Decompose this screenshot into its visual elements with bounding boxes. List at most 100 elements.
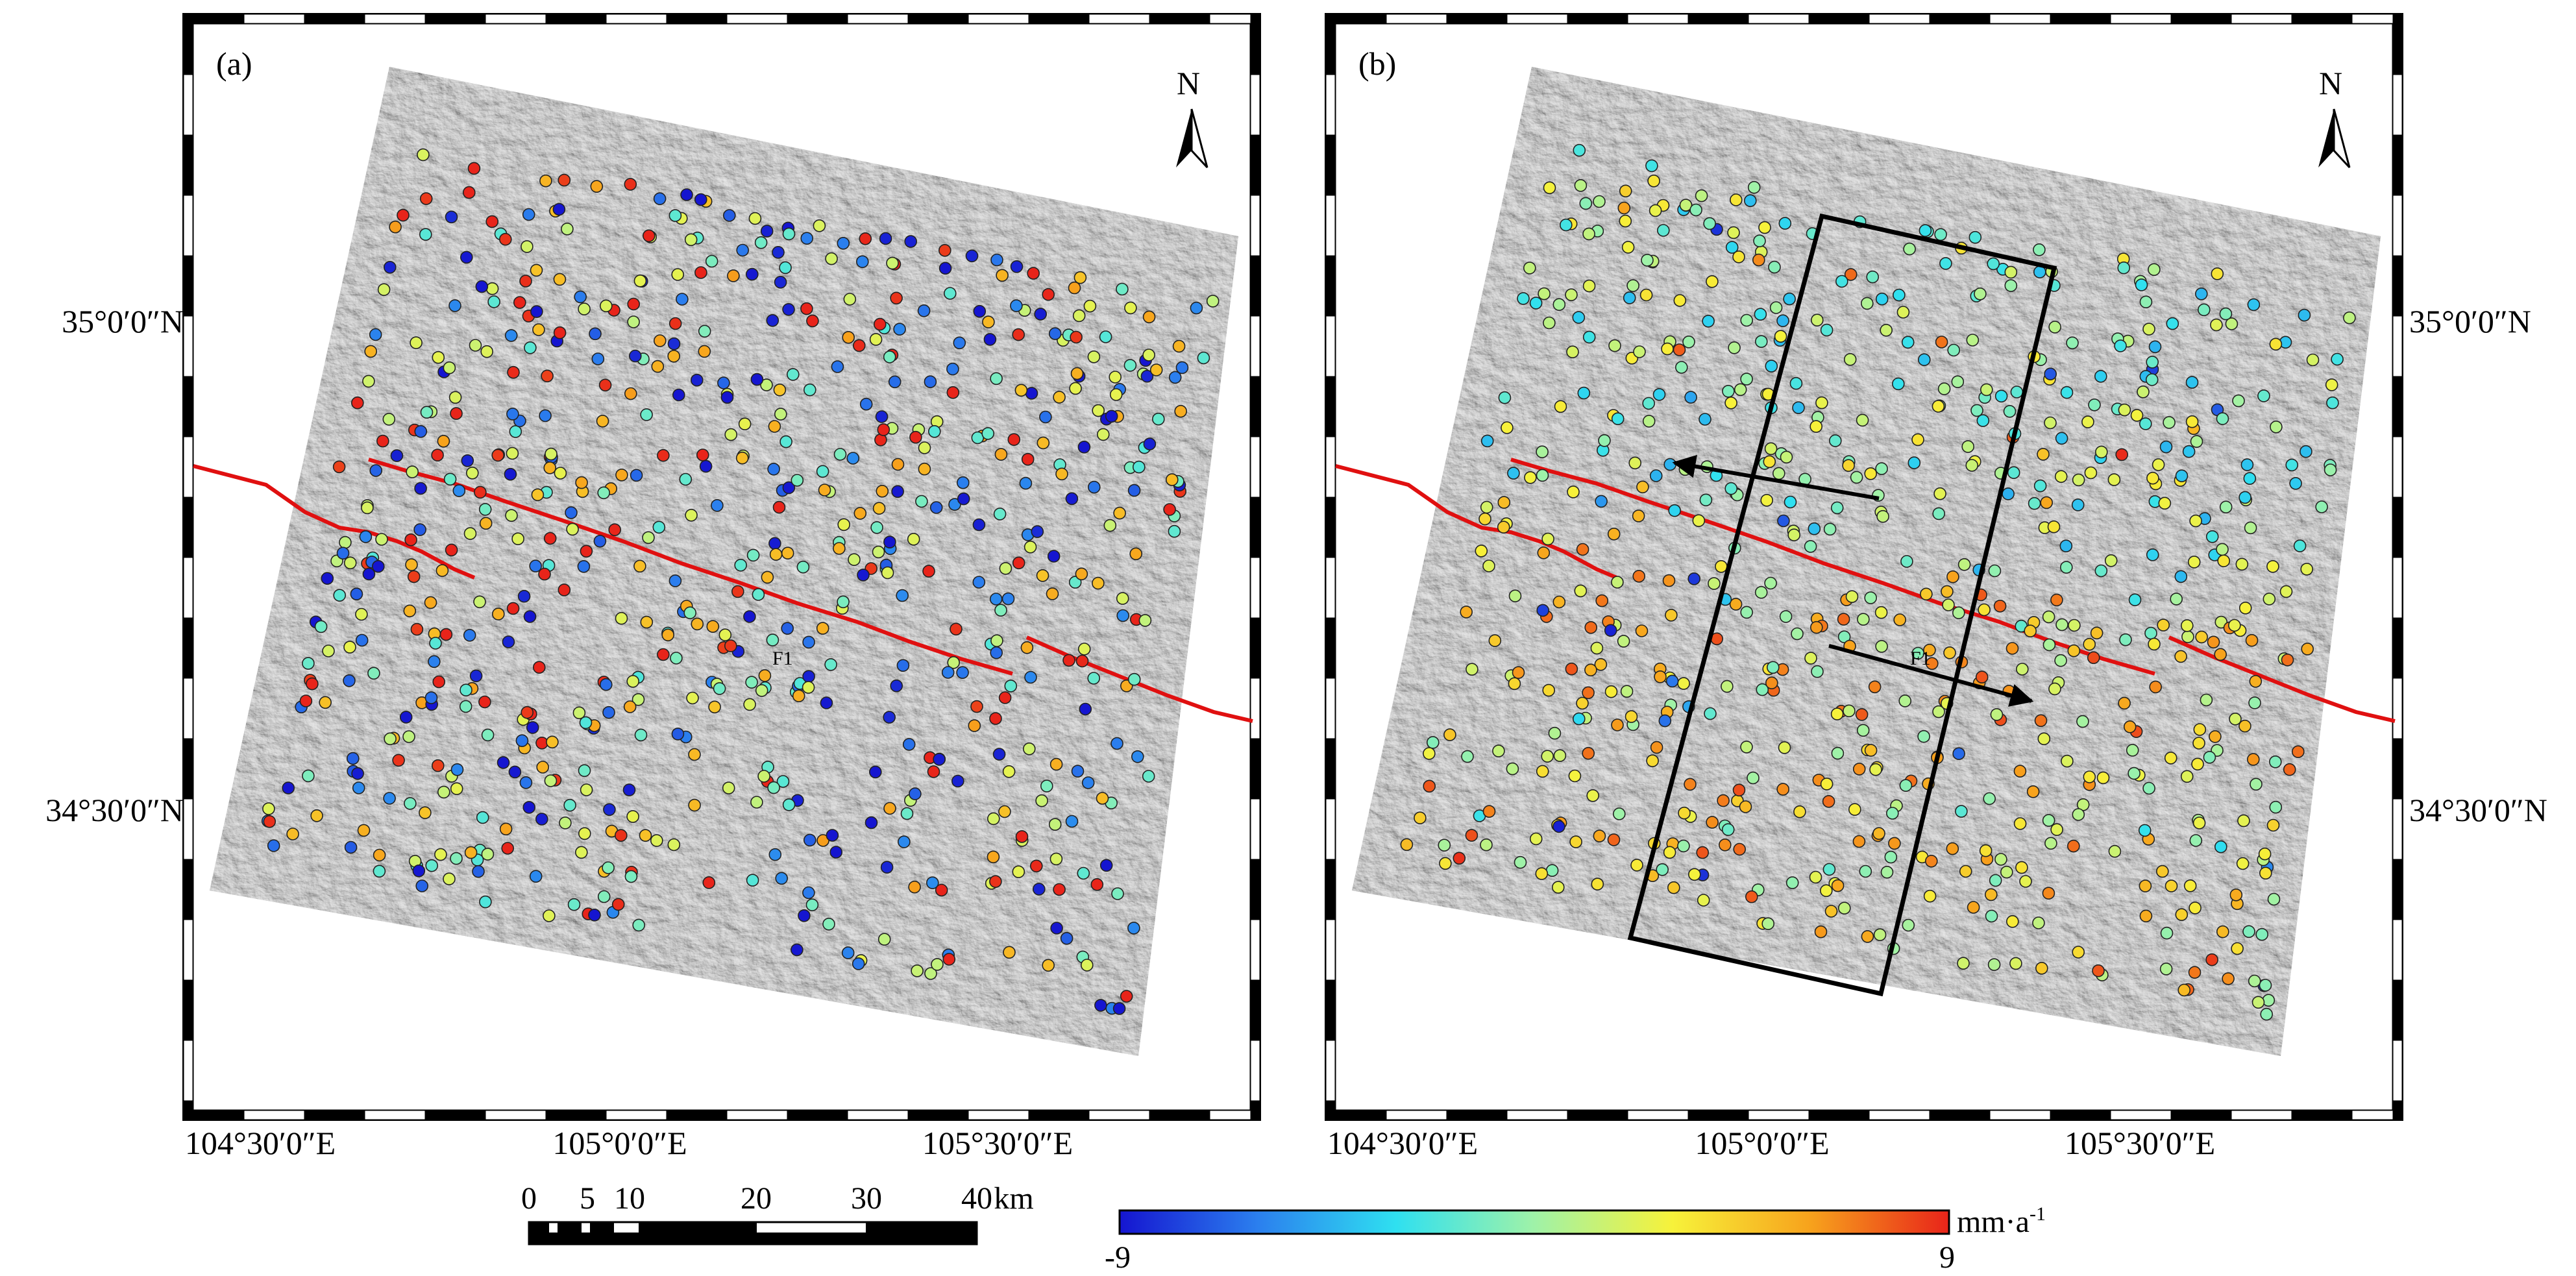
panel-b: F1 (b) N 35°0′0″N 34°30′0″N 104°30′0″E 1… (1325, 13, 2547, 1161)
velocity-point (2192, 737, 2205, 750)
velocity-point (413, 523, 426, 536)
velocity-point (448, 299, 461, 312)
velocity-point (462, 186, 476, 199)
velocity-point (1083, 299, 1097, 313)
velocity-point (824, 658, 837, 671)
velocity-point (1565, 662, 1578, 676)
velocity-point (909, 787, 922, 800)
velocity-point (474, 485, 487, 499)
panel-b-north-arrow: N (2318, 65, 2351, 169)
velocity-point (2289, 476, 2302, 490)
velocity-point (497, 756, 510, 769)
velocity-point (750, 373, 764, 386)
velocity-point (626, 675, 640, 688)
velocity-point (511, 532, 524, 546)
velocity-point (1810, 620, 1823, 634)
velocity-point (1190, 301, 1203, 315)
velocity-point (2042, 638, 2056, 652)
velocity-point (941, 666, 955, 679)
velocity-point (1529, 297, 1543, 310)
velocity-point (1837, 630, 1851, 644)
velocity-point (2050, 593, 2063, 607)
velocity-point (632, 693, 645, 706)
velocity-point (1633, 345, 1646, 358)
panel-b-label: (b) (1358, 45, 1396, 82)
velocity-point (1704, 707, 1717, 720)
velocity-point (532, 661, 546, 674)
velocity-point (355, 607, 368, 621)
velocity-point (2231, 942, 2244, 955)
velocity-point (1630, 859, 1643, 872)
velocity-point (653, 192, 667, 206)
velocity-point (1875, 292, 1889, 306)
velocity-point (469, 669, 483, 683)
velocity-point (766, 313, 779, 327)
velocity-point (1480, 500, 1493, 514)
velocity-point (1482, 805, 1496, 818)
velocity-point (642, 531, 655, 545)
velocity-point (1677, 839, 1690, 853)
velocity-point (1116, 282, 1129, 296)
velocity-point (598, 378, 612, 392)
velocity-point (1893, 613, 1906, 626)
velocity-point (973, 304, 987, 318)
velocity-point (787, 368, 800, 381)
velocity-point (1689, 203, 1702, 217)
scale-tick-30: 30 (851, 1181, 882, 1216)
velocity-point (1031, 525, 1044, 538)
velocity-point (1804, 652, 1817, 665)
velocity-point (792, 689, 805, 702)
velocity-point (776, 775, 790, 788)
velocity-point (813, 219, 826, 232)
velocity-point (1628, 456, 1641, 470)
velocity-point (2262, 994, 2275, 1007)
velocity-point (1033, 883, 1046, 896)
velocity-point (907, 532, 920, 546)
velocity-point (343, 674, 356, 687)
velocity-point (1926, 657, 1939, 670)
velocity-point (1506, 762, 1519, 776)
velocity-point (1163, 503, 1176, 516)
velocity-point (2148, 637, 2161, 651)
velocity-point (2137, 385, 2150, 399)
velocity-point (2094, 564, 2108, 578)
velocity-point (1677, 677, 1690, 690)
velocity-point (1829, 434, 1842, 447)
velocity-point (1740, 606, 1753, 619)
velocity-point (1764, 576, 1777, 590)
velocity-point (1678, 806, 1691, 820)
velocity-point (1864, 591, 1877, 604)
velocity-point (2207, 635, 2220, 649)
velocity-point (1668, 504, 1681, 517)
velocity-point (1497, 521, 1510, 534)
velocity-point (346, 752, 360, 765)
velocity-point (2149, 680, 2162, 694)
velocity-point (1625, 710, 1638, 723)
velocity-point (898, 835, 911, 848)
panel-a-lat-label-35n: 35°0′0″N (62, 303, 184, 339)
velocity-point (746, 267, 759, 281)
velocity-point (1010, 260, 1024, 273)
velocity-point (460, 251, 473, 264)
velocity-point (1656, 863, 1669, 876)
velocity-point (1756, 683, 1769, 696)
velocity-point (1094, 999, 1107, 1012)
velocity-point (1959, 865, 1972, 878)
velocity-point (390, 449, 404, 462)
velocity-point (900, 807, 914, 820)
velocity-point (667, 337, 681, 350)
velocity-point (1864, 744, 1878, 757)
velocity-point (1727, 226, 1740, 239)
velocity-point (896, 589, 909, 602)
velocity-point (944, 287, 957, 300)
velocity-point (1869, 763, 1882, 776)
panel-b-lon-label-10530e: 105°30′0″E (2065, 1125, 2215, 1161)
velocity-point (2067, 839, 2080, 853)
velocity-point (767, 462, 780, 476)
velocity-point (946, 362, 959, 376)
velocity-point (2229, 889, 2243, 902)
velocity-point (350, 396, 364, 410)
velocity-point (669, 209, 682, 222)
velocity-point (1994, 853, 2007, 866)
velocity-point (1541, 750, 1554, 763)
